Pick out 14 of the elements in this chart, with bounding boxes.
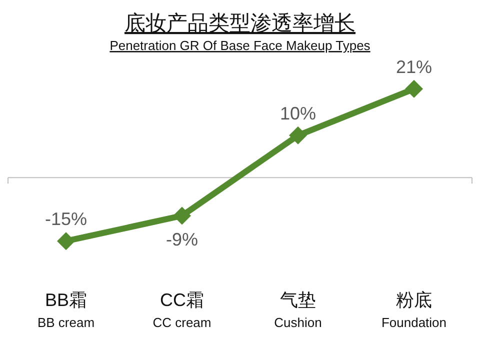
x-tick-label: BB霜 BB cream [37, 290, 95, 330]
point [289, 126, 307, 144]
point [173, 206, 191, 225]
x-tick-label: 气垫 Cushion [274, 290, 322, 330]
chart-subtitle: Penetration GR Of Base Face Makeup Types [110, 38, 371, 53]
x-tick-label: 粉底 Foundation [381, 290, 447, 330]
data-label: 21% [396, 56, 432, 77]
data-label: 10% [280, 103, 316, 124]
chart-title: 底妆产品类型渗透率增长 [124, 12, 356, 35]
point [405, 80, 423, 98]
x-tick-label: CC霜 CC cream [152, 290, 212, 330]
data-label: -9% [166, 230, 198, 250]
data-label: -15% [44, 209, 88, 230]
point [57, 232, 75, 250]
